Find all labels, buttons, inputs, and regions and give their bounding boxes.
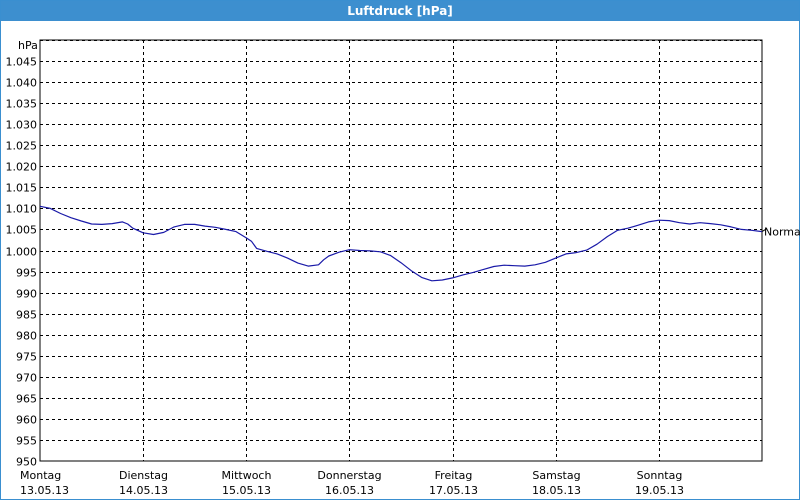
y-tick-label: 950	[16, 456, 37, 469]
x-axis: Montag 13.05.13 Dienstag 14.05.13 Mittwoch 15…	[20, 469, 684, 497]
x-tick-date: 17.05.13	[429, 484, 478, 497]
series-layer	[39, 205, 768, 282]
y-tick-label: 1.025	[6, 140, 38, 153]
y-tick-label: 970	[16, 372, 37, 385]
y-tick-label: 1.005	[6, 224, 38, 237]
x-tick-date: 19.05.13	[635, 484, 684, 497]
x-tick-day: Samstag	[532, 469, 580, 482]
y-tick-label: 1.040	[6, 77, 38, 90]
y-tick-label: 985	[16, 309, 37, 322]
x-tick-day: Freitag	[435, 469, 473, 482]
reference-label: Normal	[764, 226, 800, 239]
y-tick-label: 960	[16, 414, 37, 427]
y-tick-label: 1.010	[6, 203, 38, 216]
y-tick-label: 1.035	[6, 98, 38, 111]
y-axis-label: hPa	[18, 39, 38, 52]
y-tick-label: 1.020	[6, 161, 38, 174]
x-tick-date: 14.05.13	[119, 484, 168, 497]
y-tick-label: 980	[16, 330, 37, 343]
x-tick-day: Montag	[20, 469, 61, 482]
x-tick-date: 18.05.13	[532, 484, 581, 497]
chart-title: Luftdruck [hPa]	[1, 1, 799, 21]
y-tick-label: 1.045	[6, 56, 38, 69]
pressure-series-line	[39, 205, 763, 282]
y-axis: 950 955 960 965 970 975 980 985 990 995 1.000 1.005…	[6, 56, 38, 469]
y-tick-label: 955	[16, 435, 37, 448]
x-tick-day: Sonntag	[637, 469, 683, 482]
y-tick-label: 990	[16, 288, 37, 301]
x-tick-date: 15.05.13	[222, 484, 271, 497]
x-tick-day: Donnerstag	[317, 469, 381, 482]
x-tick-day: Mittwoch	[222, 469, 272, 482]
plot-area	[39, 39, 763, 462]
grid	[40, 40, 762, 461]
reference-tick	[761, 228, 768, 232]
y-tick-label: 965	[16, 393, 37, 406]
y-tick-label: 1.015	[6, 182, 38, 195]
x-tick-date: 13.05.13	[20, 484, 69, 497]
y-tick-label: 975	[16, 351, 37, 364]
y-tick-label: 995	[16, 267, 37, 280]
y-tick-label: 1.000	[6, 246, 38, 259]
x-tick-date: 16.05.13	[325, 484, 374, 497]
y-tick-label: 1.030	[6, 119, 38, 132]
x-tick-day: Dienstag	[119, 469, 168, 482]
